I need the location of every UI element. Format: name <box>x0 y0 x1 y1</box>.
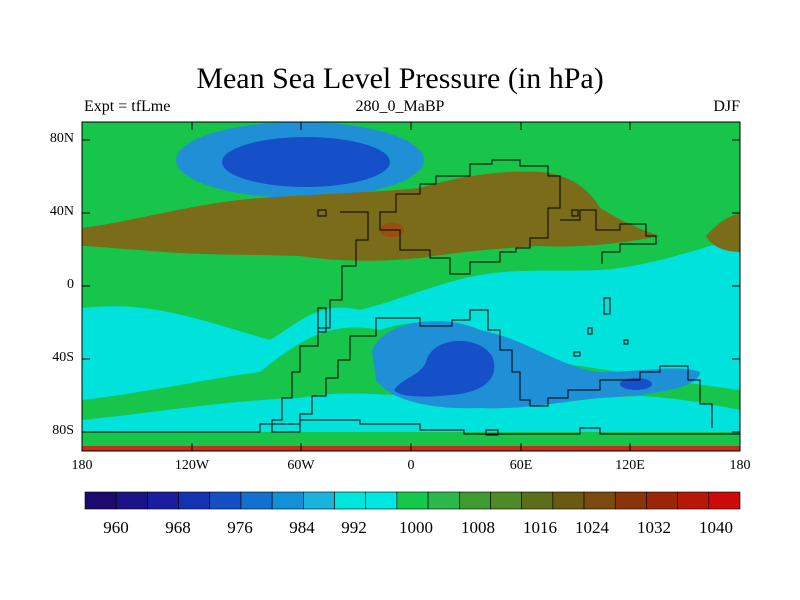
colorbar <box>84 491 741 510</box>
coastline-antarctic <box>82 419 740 435</box>
island-2 <box>317 307 327 333</box>
y-label-equator: 0 <box>67 277 74 292</box>
colorbar-swatch <box>552 491 585 510</box>
island-4 <box>317 209 327 217</box>
x-label-180-east: 180 <box>729 458 751 473</box>
colorbar-label: 1040 <box>699 518 733 537</box>
field-south-light <box>82 393 740 432</box>
colorbar-swatch <box>178 491 211 510</box>
field-east-high <box>706 214 740 252</box>
x-label-120e: 120E <box>615 458 645 473</box>
colorbar-swatch <box>115 491 148 510</box>
field-north-high <box>82 171 660 261</box>
colorbar-swatch <box>490 491 522 510</box>
x-label-60w: 60W <box>287 458 315 473</box>
colorbar-swatch <box>677 491 710 510</box>
colorbar-swatch <box>427 491 460 510</box>
y-label-40n: 40N <box>49 204 74 219</box>
colorbar-label: 960 <box>103 518 129 537</box>
colorbar-swatch <box>646 491 678 510</box>
coastline-west <box>271 211 713 433</box>
experiment-label: Expt = tfLme <box>84 98 171 115</box>
colorbar-swatch <box>458 491 491 510</box>
field-east-deep <box>620 378 652 390</box>
colorbar-swatch <box>147 491 179 510</box>
x-label-0: 0 <box>407 458 415 473</box>
y-label-40s: 40S <box>52 350 74 365</box>
colorbar-label: 968 <box>165 518 191 537</box>
pressure-field <box>82 122 740 451</box>
colorbar-swatch <box>303 491 335 510</box>
island-3 <box>603 297 611 315</box>
colorbar-swatch <box>84 491 117 510</box>
colorbar-swatch <box>365 491 398 510</box>
coastline-east-arm <box>560 209 657 264</box>
coastline-main <box>379 159 561 275</box>
colorbar-label: 976 <box>227 518 253 537</box>
colorbar-label: 1024 <box>575 518 609 537</box>
field-south-deep <box>394 340 495 397</box>
colorbar-label: 1008 <box>461 518 495 537</box>
island-6 <box>573 351 581 357</box>
colorbar-label: 1016 <box>523 518 557 537</box>
colorbar-label: 992 <box>341 518 367 537</box>
colorbar-label: 1032 <box>637 518 671 537</box>
x-label-120w: 120W <box>174 458 210 473</box>
island-7 <box>623 339 629 345</box>
y-label-80s: 80S <box>52 423 74 438</box>
season-label: DJF <box>713 98 740 115</box>
colorbar-swatch <box>271 491 304 510</box>
colorbar-swatch <box>396 491 429 510</box>
island-8 <box>571 209 579 217</box>
y-label-80n: 80N <box>49 131 74 146</box>
field-north-low-inner <box>222 137 390 187</box>
axis-ticks <box>81 122 741 451</box>
colorbar-swatch <box>583 491 616 510</box>
colorbar-swatch <box>521 491 554 510</box>
colorbar-swatch <box>334 491 367 510</box>
x-label-180-west: 180 <box>71 458 93 473</box>
island-1 <box>485 429 499 436</box>
island-5 <box>587 327 593 335</box>
colorbar-swatch <box>209 491 242 510</box>
x-label-60e: 60E <box>509 458 533 473</box>
colorbar-label: 984 <box>289 518 315 537</box>
colorbar-swatch <box>708 491 741 510</box>
time-label: 280_0_MaBP <box>355 98 445 115</box>
colorbar-swatch <box>240 491 273 510</box>
colorbar-swatch <box>614 491 647 510</box>
coastlines <box>82 159 740 436</box>
map-title: Mean Sea Level Pressure (in hPa) <box>196 62 604 95</box>
colorbar-label: 1000 <box>399 518 433 537</box>
